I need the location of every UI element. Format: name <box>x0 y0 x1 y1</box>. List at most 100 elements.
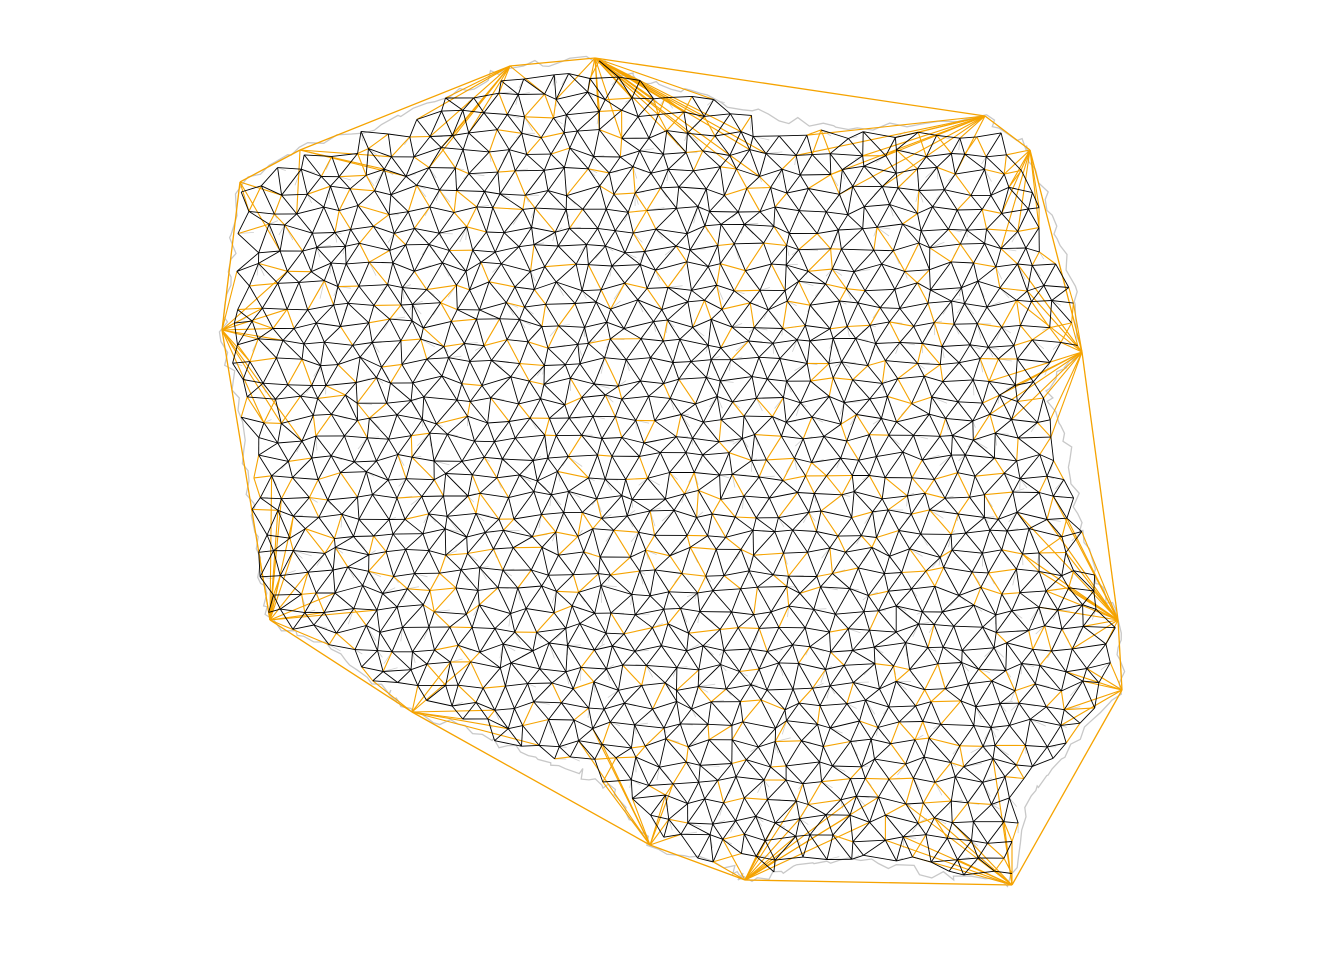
black-edge <box>528 380 541 399</box>
black-edge <box>510 662 529 684</box>
black-edge <box>311 457 319 480</box>
black-edge <box>719 359 732 382</box>
grey-edge <box>856 795 867 807</box>
black-edge <box>1065 671 1084 682</box>
orange-edge <box>359 225 374 244</box>
black-edge <box>359 242 390 251</box>
black-edge <box>943 567 960 596</box>
black-edge <box>1011 401 1018 420</box>
black-edge <box>292 477 310 498</box>
black-edge <box>858 456 877 461</box>
black-edge <box>685 761 700 783</box>
black-edge <box>531 227 535 245</box>
black-edge <box>581 264 589 291</box>
black-edge <box>303 154 322 177</box>
black-edge <box>731 302 751 328</box>
black-edge <box>438 212 455 234</box>
black-edge <box>436 399 458 425</box>
orange-edge <box>930 688 946 703</box>
black-edge <box>865 699 879 728</box>
orange-edge <box>547 325 560 349</box>
black-edge <box>857 302 871 326</box>
orange-edge <box>436 415 468 425</box>
orange-edge <box>1022 553 1040 572</box>
orange-edge <box>1071 322 1079 346</box>
black-edge <box>950 435 953 456</box>
black-edge <box>426 289 442 304</box>
grey-edge <box>1051 300 1061 306</box>
black-edge <box>476 191 485 208</box>
orange-edge <box>957 496 971 515</box>
orange-edge <box>453 190 458 213</box>
orange-edge <box>524 116 542 139</box>
black-edge <box>601 437 622 439</box>
black-edge <box>704 780 719 800</box>
black-edge <box>543 377 571 385</box>
black-edge <box>391 156 407 177</box>
black-edge <box>848 131 864 139</box>
grey-edge <box>984 169 992 182</box>
black-edge <box>1015 553 1023 570</box>
black-edge <box>324 608 354 613</box>
black-edge <box>505 302 520 320</box>
orange-edge <box>470 661 484 689</box>
orange-edge <box>799 804 809 819</box>
black-edge <box>371 318 391 343</box>
black-edge <box>786 233 790 246</box>
black-edge <box>279 250 288 272</box>
black-edge <box>416 184 440 191</box>
black-edge <box>503 209 524 233</box>
black-edge <box>505 683 528 687</box>
black-edge <box>467 415 488 424</box>
orange-edge <box>246 396 265 424</box>
black-edge <box>604 76 620 100</box>
black-edge <box>969 494 985 498</box>
black-edge <box>1028 528 1063 538</box>
grey-edge <box>639 570 646 575</box>
black-edge <box>743 495 757 519</box>
black-edge <box>853 663 876 683</box>
orange-edge <box>466 226 487 233</box>
black-edge <box>594 759 604 783</box>
orange-edge <box>846 682 854 704</box>
black-edge <box>936 153 952 168</box>
black-edge <box>605 632 625 635</box>
black-edge <box>720 664 740 672</box>
black-edge <box>683 111 705 117</box>
grey-edge <box>825 268 833 277</box>
orange-edge <box>253 454 260 479</box>
black-edge <box>287 250 303 272</box>
orange-edge <box>532 531 556 538</box>
black-edge <box>679 723 689 748</box>
black-edge <box>621 395 649 400</box>
black-edge <box>621 116 639 139</box>
black-edge <box>501 263 531 272</box>
black-edge <box>631 499 651 512</box>
black-edge <box>623 321 654 330</box>
black-edge <box>711 318 733 328</box>
black-edge <box>957 513 967 534</box>
black-edge <box>849 778 857 797</box>
black-edge <box>665 95 693 99</box>
black-edge <box>719 243 735 264</box>
black-edge <box>880 418 890 436</box>
black-edge <box>334 585 363 594</box>
black-edge <box>575 264 583 291</box>
black-edge <box>257 338 277 359</box>
black-edge <box>759 476 783 481</box>
black-edge <box>281 168 302 196</box>
grey-edge <box>795 402 801 416</box>
black-edge <box>941 344 971 347</box>
black-edge <box>447 415 468 435</box>
grey-edge <box>862 595 869 601</box>
black-edge <box>640 338 651 358</box>
black-edge <box>420 327 424 340</box>
black-edge <box>843 402 857 415</box>
grey-edge <box>755 815 764 823</box>
black-edge <box>260 167 278 187</box>
black-edge <box>720 224 735 245</box>
black-edge <box>400 303 413 306</box>
black-edge <box>566 114 578 132</box>
black-edge <box>680 607 700 613</box>
black-edge <box>887 590 897 607</box>
